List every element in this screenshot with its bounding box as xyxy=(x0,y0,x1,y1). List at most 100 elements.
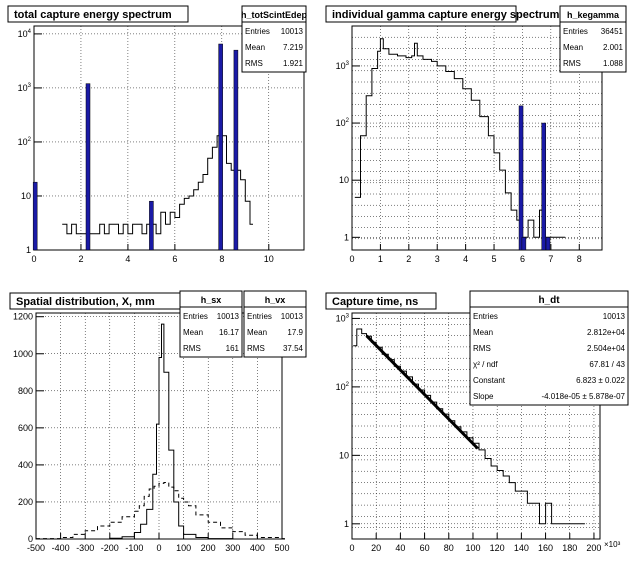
stats-value: 1.921 xyxy=(283,59,304,68)
y-tick-exponent: 2 xyxy=(346,118,350,124)
x-tick-label: 1 xyxy=(378,254,383,264)
x-tick-label: -400 xyxy=(52,543,70,553)
stats-key: RMS xyxy=(245,59,263,68)
stats-value: 10013 xyxy=(217,312,240,321)
stats-key: Mean xyxy=(183,328,203,337)
x-tick-label: 160 xyxy=(538,543,553,553)
y-tick-exponent: 2 xyxy=(28,137,32,143)
stats-value: 161 xyxy=(226,344,240,353)
x-tick-label: 180 xyxy=(562,543,577,553)
stats-name: h_sx xyxy=(201,295,222,305)
stats-value: 10013 xyxy=(281,27,304,36)
x-tick-label: 400 xyxy=(250,543,265,553)
x-tick-label: 0 xyxy=(31,254,36,264)
pad-title-box: total capture energy spectrum xyxy=(7,5,189,23)
y-tick-label: 102 xyxy=(18,137,32,147)
y-tick-exponent: 2 xyxy=(346,382,350,388)
stats-value: -4.018e-05 ± 5.878e-07 xyxy=(541,392,625,401)
x-tick-label: 0 xyxy=(349,254,354,264)
pad-title: Spatial distribution, X, mm xyxy=(16,296,155,308)
stats-value: 10013 xyxy=(603,312,626,321)
bar-mark xyxy=(32,181,38,251)
stats-key: Mean xyxy=(245,43,265,52)
x-tick-label: 6 xyxy=(520,254,525,264)
y-tick-exponent: 3 xyxy=(346,61,350,67)
stats-value: 37.54 xyxy=(283,344,304,353)
x-tick-label: 8 xyxy=(219,254,224,264)
x-tick-label: 140 xyxy=(514,543,529,553)
stats-key: Entries xyxy=(247,312,272,321)
pad-title: Capture time, ns xyxy=(332,296,418,308)
x-tick-label: 120 xyxy=(490,543,505,553)
y-tick-label: 800 xyxy=(18,386,33,396)
x-tick-label: 100 xyxy=(176,543,191,553)
x-tick-label: 80 xyxy=(444,543,454,553)
stats-key: RMS xyxy=(183,344,201,353)
x-tick-label: 100 xyxy=(465,543,480,553)
stats-frame xyxy=(469,290,629,406)
stats-box: h_dt Entries 10013 Mean 2.812e+04 RMS 2.504e+0… xyxy=(469,290,629,406)
y-tick-label: 104 xyxy=(18,29,32,39)
x-tick-label: 0 xyxy=(156,543,161,553)
stats-name: h_totScintEdep xyxy=(241,10,308,20)
stats-value: 16.17 xyxy=(219,328,240,337)
stats-value: 2.001 xyxy=(603,43,624,52)
stats-frame xyxy=(179,290,243,358)
x-tick-label: -500 xyxy=(27,543,45,553)
title-frame xyxy=(7,5,189,23)
stats-value: 2.504e+04 xyxy=(587,344,626,353)
stats-box: h_kegamma Entries 36451 Mean 2.001 RMS 1.088 xyxy=(559,5,627,73)
fit-line xyxy=(365,334,479,450)
x-tick-label: 2 xyxy=(78,254,83,264)
pad-title-box: individual gamma capture energy spectrum xyxy=(325,5,560,23)
x-tick-label: 20 xyxy=(371,543,381,553)
bar-mark xyxy=(545,237,551,251)
stats-value: 6.823 ± 0.022 xyxy=(576,376,625,385)
stats-box: h_vx Entries 10013 Mean 17.9 RMS 37.54 xyxy=(243,290,307,358)
stats-frame xyxy=(243,290,307,358)
x-tick-label: -200 xyxy=(101,543,119,553)
y-tick-label: 1 xyxy=(26,245,31,255)
x-tick-label: 40 xyxy=(395,543,405,553)
x-tick-label: 200 xyxy=(201,543,216,553)
pad-title: total capture energy spectrum xyxy=(14,9,172,21)
pad-title: individual gamma capture energy spectrum xyxy=(332,9,560,21)
stats-value: 67.81 / 43 xyxy=(589,360,625,369)
stats-key: Mean xyxy=(563,43,583,52)
stats-key: RMS xyxy=(473,344,491,353)
x-tick-label: 4 xyxy=(125,254,130,264)
stats-value: 17.9 xyxy=(287,328,303,337)
stats-key: Entries xyxy=(183,312,208,321)
bar-mark xyxy=(218,43,223,251)
title-frame xyxy=(325,5,517,23)
x-tick-label: 10 xyxy=(264,254,274,264)
stats-key: Entries xyxy=(245,27,270,36)
stats-frame xyxy=(559,5,627,73)
y-tick-label: 200 xyxy=(18,497,33,507)
y-tick-label: 10 xyxy=(21,191,31,201)
pad-title-box: Spatial distribution, X, mm xyxy=(9,292,181,310)
x-axis-exponent: ×10³ xyxy=(604,540,621,549)
stats-key: χ² / ndf xyxy=(473,360,498,369)
plot-frame xyxy=(351,25,603,251)
y-tick-label: 1000 xyxy=(13,349,33,359)
bar-mark xyxy=(541,122,547,251)
stats-box: h_totScintEdep Entries 10013 Mean 7.219 RMS 1.… xyxy=(241,5,308,73)
y-tick-label: 103 xyxy=(336,61,350,71)
series-line xyxy=(36,482,285,540)
stats-box: h_sx Entries 10013 Mean 16.17 RMS 161 xyxy=(179,290,243,358)
y-tick-label: 1 xyxy=(344,519,349,529)
y-tick-label: 102 xyxy=(336,382,350,392)
y-tick-label: 0 xyxy=(28,534,33,544)
y-tick-exponent: 3 xyxy=(346,313,350,319)
stats-key: Slope xyxy=(473,392,494,401)
stats-key: Entries xyxy=(473,312,498,321)
x-tick-label: 2 xyxy=(406,254,411,264)
y-tick-exponent: 3 xyxy=(28,83,32,89)
stats-value: 36451 xyxy=(601,27,624,36)
stats-key: RMS xyxy=(247,344,265,353)
y-tick-label: 102 xyxy=(336,118,350,128)
x-tick-label: -100 xyxy=(125,543,143,553)
